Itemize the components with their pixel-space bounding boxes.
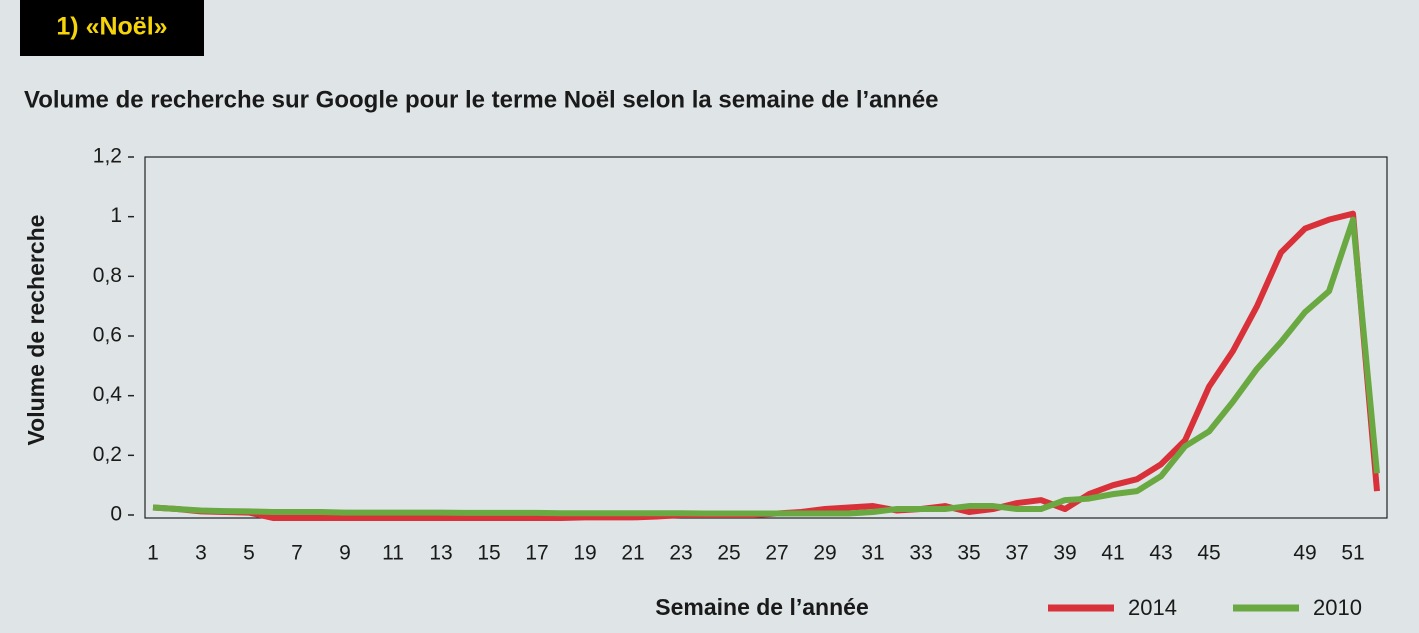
series-line — [152, 210, 1380, 521]
x-tick-label: 17 — [525, 542, 548, 565]
x-tick-label: 7 — [291, 542, 303, 565]
x-tick-label: 27 — [765, 542, 788, 565]
x-tick-label: 29 — [813, 542, 836, 565]
chart-title: Volume de recherche sur Google pour le t… — [24, 86, 939, 113]
x-tick-label: 35 — [957, 542, 980, 565]
x-tick-label: 37 — [1005, 542, 1028, 565]
x-tick-label: 51 — [1341, 542, 1364, 565]
x-tick-label: 43 — [1149, 542, 1172, 565]
x-tick-label: 11 — [382, 542, 404, 565]
x-tick-label: 39 — [1053, 542, 1076, 565]
y-tick-label: 1 — [110, 204, 122, 227]
legend-label: 2014 — [1128, 595, 1177, 620]
x-tick-label: 23 — [669, 542, 692, 565]
y-tick-label: 0,2 — [93, 443, 122, 466]
section-box — [20, 0, 204, 56]
x-tick-label: 19 — [573, 542, 596, 565]
x-tick-label: 15 — [477, 542, 500, 565]
x-tick-label: 31 — [861, 542, 884, 565]
x-tick-label: 5 — [243, 542, 255, 565]
legend-label: 2010 — [1313, 595, 1362, 620]
x-tick-label: 45 — [1197, 542, 1220, 565]
y-tick-label: 0,8 — [93, 264, 122, 287]
x-tick-label: 9 — [339, 542, 351, 565]
y-tick-label: 0,6 — [93, 324, 122, 347]
x-tick-label: 49 — [1293, 542, 1316, 565]
x-tick-label: 33 — [909, 542, 932, 565]
x-tick-label: 21 — [621, 542, 644, 565]
x-tick-label: 41 — [1101, 542, 1124, 565]
x-tick-label: 13 — [429, 542, 452, 565]
x-tick-label: 3 — [195, 542, 207, 565]
y-tick-label: 1,2 — [93, 145, 122, 168]
x-tick-label: 25 — [717, 542, 740, 565]
x-tick-label: 1 — [147, 542, 159, 565]
section-label: 1) «Noël» — [56, 13, 167, 41]
y-tick-label: 0 — [110, 503, 122, 526]
series-line — [152, 216, 1380, 517]
y-tick-label: 0,4 — [93, 383, 123, 406]
y-axis-label: Volume de recherche — [23, 215, 49, 446]
plot-frame — [144, 156, 1388, 519]
x-axis-label: Semaine de l’année — [655, 594, 868, 620]
